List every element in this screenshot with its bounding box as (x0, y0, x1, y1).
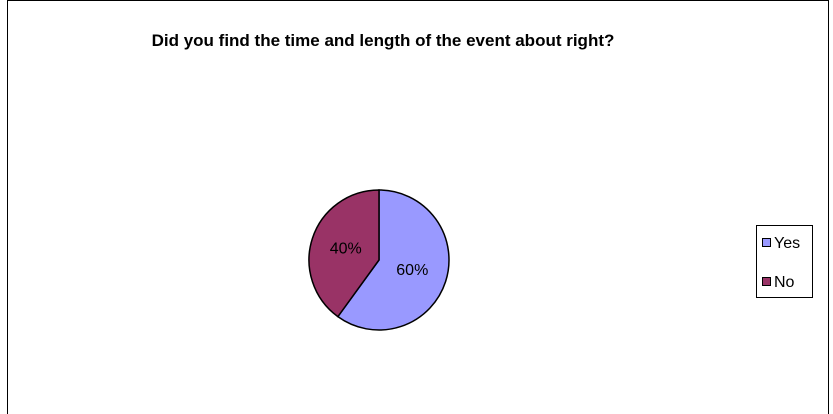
chart-border (7, 0, 829, 414)
pie-slice (336, 189, 450, 331)
pie-slice (308, 189, 380, 318)
legend-label: No (774, 274, 795, 291)
legend-label: Yes (774, 235, 800, 252)
legend-swatch (762, 238, 771, 247)
data-label: 60% (396, 262, 428, 279)
chart-title: Did you find the time and length of the … (151, 31, 615, 50)
legend-swatch (762, 277, 771, 286)
data-label: 40% (330, 240, 362, 257)
